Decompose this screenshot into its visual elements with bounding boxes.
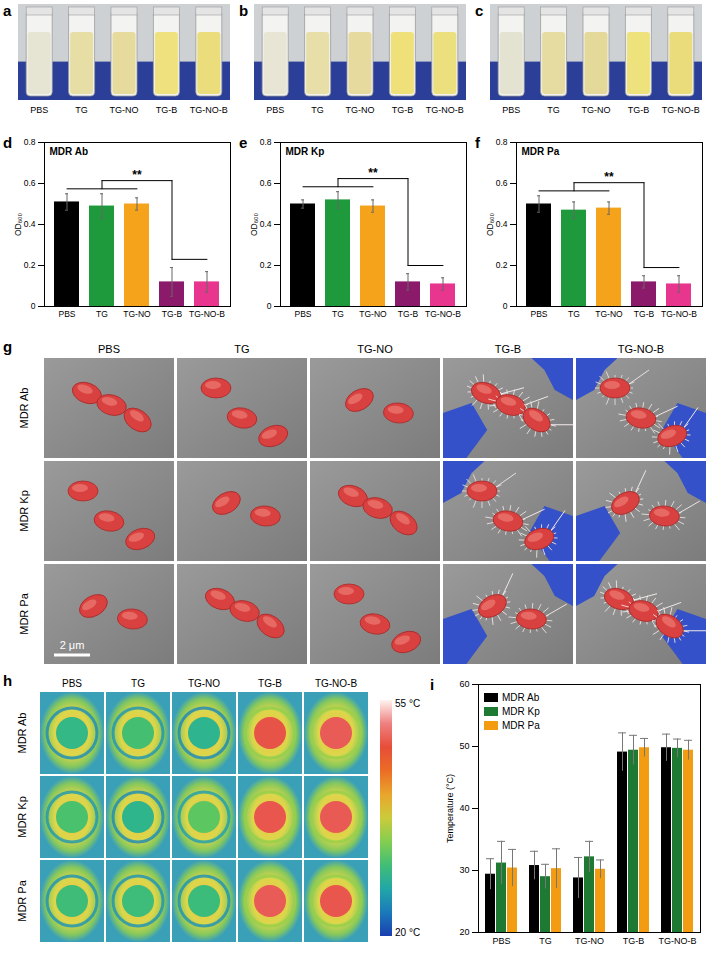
svg-text:MDR Pa: MDR Pa	[522, 146, 560, 157]
svg-text:TG-B: TG-B	[156, 105, 178, 115]
svg-text:TG: TG	[96, 309, 108, 319]
svg-text:0: 0	[267, 301, 272, 311]
svg-text:TG: TG	[539, 936, 552, 946]
svg-text:TG: TG	[311, 105, 324, 115]
svg-text:TG: TG	[332, 309, 344, 319]
svg-text:OD₆₀₀: OD₆₀₀	[485, 212, 495, 236]
svg-text:f: f	[475, 134, 481, 151]
svg-text:MDR Kp: MDR Kp	[16, 796, 28, 838]
svg-text:TG-NO-B: TG-NO-B	[315, 678, 358, 689]
svg-text:TG-NO-B: TG-NO-B	[426, 105, 464, 115]
svg-text:TG-NO-B: TG-NO-B	[425, 309, 461, 319]
svg-text:0.2: 0.2	[260, 260, 272, 270]
svg-text:MDR Ab: MDR Ab	[16, 713, 28, 754]
svg-text:PBS: PBS	[30, 105, 48, 115]
svg-text:TG-NO-B: TG-NO-B	[659, 936, 697, 946]
svg-text:TG-NO: TG-NO	[123, 309, 151, 319]
svg-text:0: 0	[31, 301, 36, 311]
svg-text:h: h	[3, 672, 12, 689]
svg-text:60: 60	[459, 679, 469, 689]
html-text:MDR Kp: MDR Kp	[502, 705, 540, 717]
svg-text:50: 50	[459, 741, 469, 751]
svg-text:PBS: PBS	[502, 105, 520, 115]
svg-text:PBS: PBS	[294, 309, 311, 319]
svg-text:PBS: PBS	[58, 309, 75, 319]
svg-text:MDR Ab: MDR Ab	[18, 388, 30, 429]
svg-text:TG-B: TG-B	[398, 309, 419, 319]
svg-text:a: a	[3, 2, 12, 19]
svg-text:MDR Kp: MDR Kp	[286, 146, 325, 157]
svg-text:MDR Pa: MDR Pa	[18, 592, 30, 634]
svg-text:MDR Ab: MDR Ab	[50, 146, 89, 157]
svg-text:TG-NO-B: TG-NO-B	[661, 309, 697, 319]
svg-text:0: 0	[503, 301, 508, 311]
svg-text:TG: TG	[75, 105, 88, 115]
svg-text:TG-NO: TG-NO	[346, 105, 375, 115]
svg-text:TG-NO: TG-NO	[110, 105, 139, 115]
svg-text:TG-NO-B: TG-NO-B	[618, 343, 664, 355]
svg-text:OD₆₀₀: OD₆₀₀	[249, 212, 259, 236]
svg-text:**: **	[132, 168, 142, 182]
svg-text:TG-B: TG-B	[634, 309, 655, 319]
svg-text:TG-B: TG-B	[495, 343, 521, 355]
svg-text:d: d	[3, 134, 12, 151]
svg-text:**: **	[604, 170, 614, 184]
svg-text:TG-NO-B: TG-NO-B	[189, 309, 225, 319]
svg-text:TG: TG	[131, 678, 145, 689]
svg-text:TG-NO-B: TG-NO-B	[190, 105, 228, 115]
svg-text:0.2: 0.2	[496, 260, 508, 270]
svg-text:0.8: 0.8	[496, 137, 508, 147]
html-text:MDR Ab: MDR Ab	[502, 691, 540, 703]
svg-text:40: 40	[459, 803, 469, 813]
svg-text:0.8: 0.8	[260, 137, 272, 147]
svg-text:TG: TG	[568, 309, 580, 319]
svg-text:TG: TG	[547, 105, 560, 115]
svg-text:TG: TG	[234, 343, 249, 355]
svg-text:30: 30	[459, 865, 469, 875]
svg-text:0.6: 0.6	[496, 178, 508, 188]
svg-text:TG-NO: TG-NO	[359, 309, 387, 319]
svg-text:PBS: PBS	[492, 936, 510, 946]
svg-text:e: e	[239, 134, 247, 151]
svg-text:20: 20	[459, 927, 469, 937]
svg-text:TG-NO: TG-NO	[357, 343, 393, 355]
svg-text:TG-B: TG-B	[162, 309, 183, 319]
svg-text:OD₆₀₀: OD₆₀₀	[13, 212, 23, 236]
svg-text:0.6: 0.6	[260, 178, 272, 188]
svg-text:0.8: 0.8	[24, 137, 36, 147]
svg-text:20 °C: 20 °C	[395, 927, 420, 938]
html-text:MDR Pa: MDR Pa	[502, 719, 540, 731]
svg-text:0.2: 0.2	[24, 260, 36, 270]
svg-text:MDR Kp: MDR Kp	[18, 490, 30, 532]
svg-text:PBS: PBS	[98, 343, 120, 355]
svg-text:PBS: PBS	[62, 678, 82, 689]
svg-text:TG-NO: TG-NO	[575, 936, 604, 946]
svg-text:0.4: 0.4	[496, 219, 508, 229]
svg-text:TG-B: TG-B	[628, 105, 650, 115]
svg-text:TG-B: TG-B	[258, 678, 282, 689]
svg-text:55 °C: 55 °C	[395, 698, 420, 709]
svg-text:PBS: PBS	[266, 105, 284, 115]
svg-text:Temperature (°C): Temperature (°C)	[445, 774, 455, 843]
svg-text:0.6: 0.6	[24, 178, 36, 188]
svg-text:b: b	[239, 2, 248, 19]
svg-text:c: c	[475, 2, 483, 19]
svg-text:TG-B: TG-B	[392, 105, 414, 115]
svg-text:TG-B: TG-B	[623, 936, 645, 946]
svg-text:g: g	[3, 338, 12, 355]
svg-text:2 μm: 2 μm	[60, 639, 85, 651]
svg-text:**: **	[368, 166, 378, 180]
svg-text:TG-NO: TG-NO	[188, 678, 220, 689]
svg-text:0.4: 0.4	[260, 219, 272, 229]
svg-text:TG-NO: TG-NO	[595, 309, 623, 319]
svg-text:0.4: 0.4	[24, 219, 36, 229]
svg-text:MDR Pa: MDR Pa	[16, 879, 28, 921]
svg-text:PBS: PBS	[530, 309, 547, 319]
svg-text:TG-NO: TG-NO	[582, 105, 611, 115]
svg-text:TG-NO-B: TG-NO-B	[662, 105, 700, 115]
svg-text:i: i	[430, 676, 434, 693]
